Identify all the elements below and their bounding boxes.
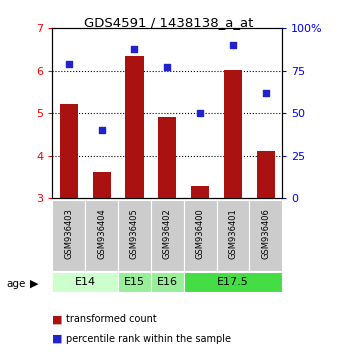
Text: GSM936402: GSM936402 [163, 209, 172, 259]
Bar [85, 200, 118, 271]
Text: GSM936405: GSM936405 [130, 209, 139, 259]
Bar [184, 272, 282, 292]
Text: age: age [7, 279, 26, 289]
Bar [151, 200, 184, 271]
Bar [249, 200, 282, 271]
Text: GSM936403: GSM936403 [64, 209, 73, 259]
Point [132, 46, 137, 52]
Bar [184, 200, 217, 271]
Bar [151, 272, 184, 292]
Text: GSM936404: GSM936404 [97, 209, 106, 259]
Text: E14: E14 [75, 277, 96, 287]
Point [165, 64, 170, 70]
Bar [217, 200, 249, 271]
Bar [224, 70, 242, 198]
Bar [158, 117, 176, 198]
Bar [52, 272, 118, 292]
Point [197, 110, 203, 116]
Bar [118, 272, 151, 292]
Bar [125, 56, 144, 198]
Bar [52, 200, 85, 271]
Bar [257, 151, 275, 198]
Bar [191, 186, 209, 198]
Text: GSM936400: GSM936400 [196, 209, 204, 259]
Text: E17.5: E17.5 [217, 277, 249, 287]
Text: GSM936401: GSM936401 [228, 209, 238, 259]
Point [230, 42, 236, 48]
Text: E16: E16 [157, 277, 178, 287]
Text: ▶: ▶ [29, 279, 38, 289]
Bar [93, 172, 111, 198]
Point [99, 127, 104, 133]
Text: percentile rank within the sample: percentile rank within the sample [66, 334, 231, 344]
Text: E15: E15 [124, 277, 145, 287]
Bar [118, 200, 151, 271]
Text: ■: ■ [52, 314, 63, 324]
Point [263, 90, 268, 96]
Text: GDS4591 / 1438138_a_at: GDS4591 / 1438138_a_at [84, 16, 254, 29]
Point [66, 61, 72, 67]
Bar [60, 104, 78, 198]
Text: transformed count: transformed count [66, 314, 156, 324]
Text: ■: ■ [52, 334, 63, 344]
Text: GSM936406: GSM936406 [261, 209, 270, 259]
